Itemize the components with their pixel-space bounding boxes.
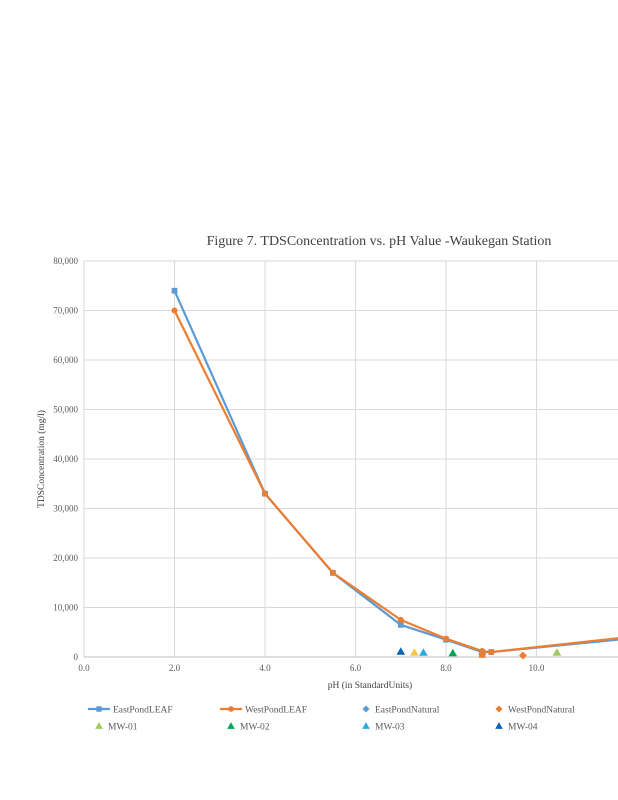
data-point: [410, 648, 419, 656]
data-point: [442, 635, 450, 642]
legend-marker: [227, 722, 235, 729]
legend-marker: [228, 706, 234, 712]
data-point: [488, 649, 495, 656]
y-tick-label: 80,000: [53, 256, 78, 266]
legend-label: MW-04: [508, 723, 538, 733]
y-tick-label: 30,000: [53, 504, 78, 514]
x-tick-label: 0.0: [78, 663, 90, 673]
chart-title: Figure 7. TDSConcentration vs. pH Value …: [207, 234, 552, 249]
data-point: [397, 621, 404, 628]
data-point: [261, 490, 269, 497]
legend-item-westpondnatural: WestPondNatural: [495, 705, 575, 716]
data-point: [171, 287, 178, 294]
series-mw-01: [552, 648, 562, 656]
legend-marker: [362, 722, 370, 729]
legend-marker: [362, 705, 370, 713]
legend-item-mw-04: MW-04: [495, 722, 538, 733]
x-tick-label: 8.0: [440, 663, 452, 673]
x-tick-label: 2.0: [169, 663, 181, 673]
y-tick-label: 10,000: [53, 603, 78, 613]
legend: EastPondLEAF WestPondLEAF EastPondNatural W…: [88, 705, 575, 733]
x-axis-title: pH (in StandardUnits): [328, 680, 412, 691]
y-tick-label: 0: [74, 652, 79, 662]
legend-marker: [495, 722, 503, 729]
y-tick-label: 40,000: [53, 454, 78, 464]
data-point: [552, 648, 562, 656]
data-point: [448, 648, 458, 657]
series-westpondnatural: [519, 651, 527, 660]
legend-marker: [495, 705, 503, 713]
legend-item-mw-01: MW-01: [95, 722, 138, 733]
axes: 0 10,000 20,000 30,000 40,000 50,000 60,000 70,…: [53, 256, 545, 673]
series-eastpondleaf: [171, 287, 618, 655]
legend-label: MW-03: [375, 723, 405, 733]
legend-item-mw-03: MW-03: [362, 722, 405, 733]
series-line: [173, 290, 618, 654]
data-point: [397, 616, 404, 623]
y-tick-label: 20,000: [53, 553, 78, 563]
x-tick-label: 4.0: [259, 663, 271, 673]
data-point: [396, 647, 406, 655]
legend-label: EastPondLEAF: [113, 706, 173, 716]
legend-label: MW-01: [108, 723, 138, 733]
data-point: [171, 307, 178, 314]
extra-markers: [478, 651, 486, 658]
data-point: [478, 651, 486, 658]
y-tick-label: 60,000: [53, 355, 78, 365]
series-mw-02: [448, 648, 458, 657]
legend-label: WestPondLEAF: [245, 706, 307, 716]
x-tick-label: 6.0: [350, 663, 362, 673]
data-point: [419, 648, 428, 656]
grid: [83, 260, 618, 658]
series-mw-04: [396, 647, 406, 655]
legend-item-eastpondnatural: EastPondNatural: [362, 705, 440, 716]
series-line: [173, 310, 618, 654]
y-tick-label: 50,000: [53, 405, 78, 415]
legend-item-mw-02: MW-02: [227, 722, 270, 733]
legend-item-eastpondleaf: EastPondLEAF: [88, 706, 173, 716]
x-tick-label: 10.0: [529, 663, 545, 673]
legend-marker: [96, 706, 102, 712]
y-tick-label: 70,000: [53, 306, 78, 316]
legend-label: MW-02: [240, 723, 270, 733]
legend-label: WestPondNatural: [508, 706, 575, 716]
legend-label: EastPondNatural: [375, 706, 440, 716]
data-point: [329, 569, 336, 576]
legend-item-westpondleaf: WestPondLEAF: [220, 706, 307, 716]
data-point: [519, 651, 527, 660]
legend-marker: [95, 722, 103, 729]
plot-area: [171, 287, 618, 660]
series-mw-03: [419, 648, 428, 656]
y-axis-title: TDSConcentration (mg/l): [36, 410, 47, 508]
extra-markers: [410, 648, 419, 656]
